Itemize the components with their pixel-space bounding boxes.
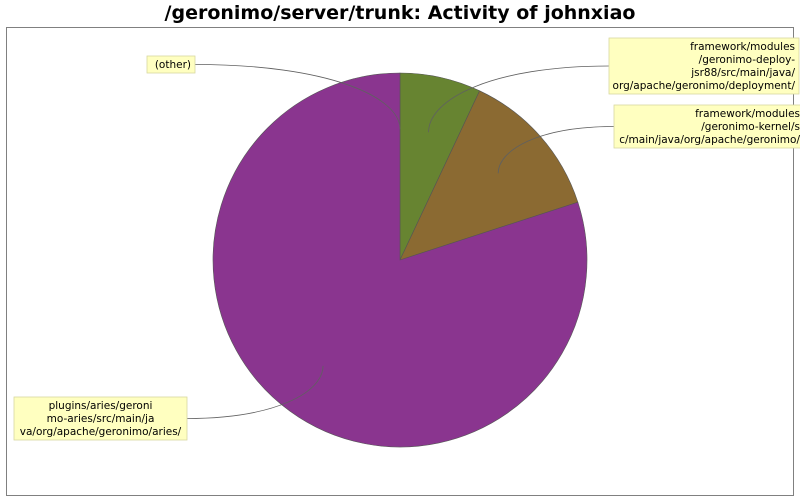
slice-label-text: (other) bbox=[155, 59, 191, 71]
leader-line bbox=[428, 65, 610, 133]
slice-label-text: framework/modules bbox=[690, 41, 795, 53]
chart-title: /geronimo/server/trunk: Activity of john… bbox=[164, 2, 636, 24]
slice-label-text: va/org/apache/geronimo/aries/ bbox=[20, 426, 182, 438]
slice-label-box bbox=[613, 104, 800, 149]
slice-label-text: c/main/java/org/apache/geronimo/ bbox=[619, 134, 800, 146]
slice-label-text: org/apache/geronimo/deployment/ bbox=[613, 80, 796, 92]
slice-label-box bbox=[608, 37, 800, 95]
leader-line bbox=[194, 64, 401, 130]
slice-label-text: framework/modules bbox=[695, 108, 800, 120]
pie-slice bbox=[212, 72, 588, 448]
slice-label-box bbox=[13, 396, 188, 441]
slice-label-text: mo-aries/src/main/ja bbox=[47, 413, 155, 425]
leader-line bbox=[186, 365, 324, 419]
leader-line bbox=[497, 126, 615, 174]
slice-label-box bbox=[146, 55, 196, 74]
slice-label-text: plugins/aries/geroni bbox=[49, 400, 153, 412]
slice-label-text: /geronimo-deploy- bbox=[699, 54, 796, 66]
slice-label-text: jsr88/src/main/java/ bbox=[690, 67, 795, 79]
slice-label-text: /geronimo-kernel/s bbox=[701, 121, 800, 133]
